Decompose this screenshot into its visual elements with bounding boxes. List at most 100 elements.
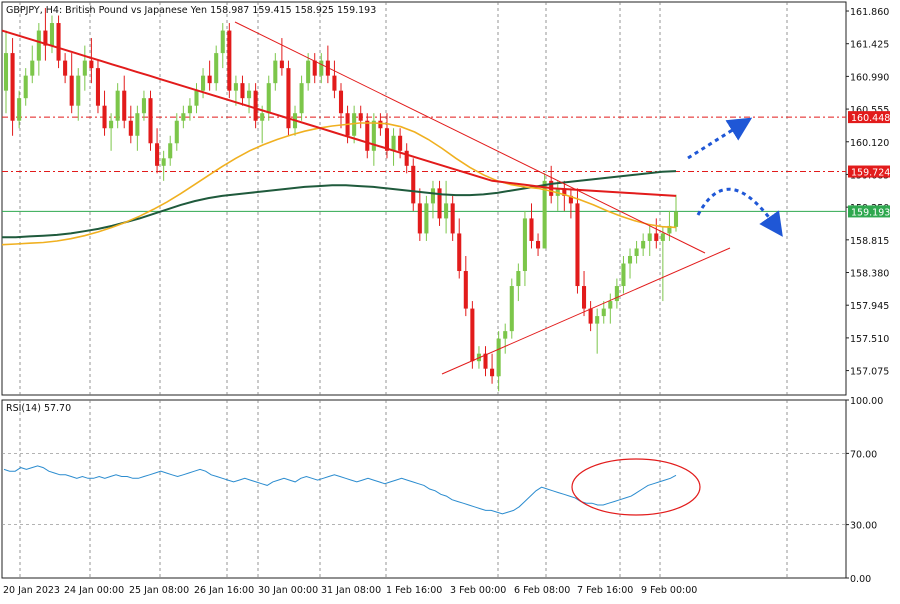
price-ytick-label: 158.380	[850, 269, 889, 280]
price-level-tag	[848, 111, 890, 124]
candle-body	[247, 90, 252, 99]
candle-body	[168, 143, 173, 159]
candle-body	[470, 308, 475, 362]
candle-body	[82, 60, 87, 76]
candle-body	[214, 53, 219, 84]
price-ytick-label: 160.555	[850, 105, 889, 116]
candle-body	[483, 353, 488, 369]
candle-body	[437, 188, 442, 219]
candle-body	[155, 143, 160, 166]
price-level-label: 160.448	[851, 113, 890, 124]
candle-body	[562, 188, 567, 196]
candle-body	[641, 240, 646, 249]
candle-body	[253, 90, 258, 121]
candle-body	[207, 75, 212, 84]
price-ytick-label: 157.945	[850, 301, 889, 312]
rsi-panel: 100.00 70.00 30.00 0.00 RSI(14) 57.70	[1, 396, 883, 585]
candle-body	[63, 60, 68, 76]
candle-body	[17, 98, 22, 121]
candle-body	[536, 240, 541, 249]
x-axis-label: 30 Jan 00:00	[258, 585, 318, 596]
candle-body	[194, 90, 199, 106]
candle-body	[76, 75, 81, 106]
candle-body	[424, 203, 429, 234]
candle-body	[109, 120, 114, 129]
candle-body	[582, 286, 587, 309]
candle-body	[529, 218, 534, 241]
price-ytick-label: 160.120	[850, 138, 889, 149]
candle-body	[614, 286, 619, 302]
candle-body	[306, 60, 311, 84]
x-axis-label: 6 Feb 08:00	[514, 585, 570, 596]
candle-body	[384, 128, 390, 151]
candle-body	[43, 30, 48, 46]
candle-body	[595, 316, 600, 324]
price-ytick-label: 160.990	[850, 72, 889, 83]
candle-body	[516, 271, 521, 287]
candle-body	[286, 68, 291, 129]
candle-body	[95, 68, 100, 106]
candle-body	[122, 90, 127, 121]
candle-body	[299, 83, 304, 114]
price-ytick-label: 158.815	[850, 236, 889, 247]
candle-body	[23, 75, 28, 99]
trendline-lower	[441, 247, 731, 375]
candle-body	[673, 211, 679, 227]
candle-body	[115, 90, 120, 121]
candle-body	[10, 53, 15, 121]
candle-body	[49, 23, 55, 46]
price-level-tag	[848, 205, 890, 218]
candle-body	[36, 30, 41, 61]
candle-body	[56, 23, 61, 61]
candle-body	[273, 60, 278, 84]
candle-body	[430, 188, 435, 204]
price-ytick-label: 161.860	[850, 7, 889, 18]
candle-body	[89, 60, 94, 69]
rsi-ytick-label: 30.00	[850, 521, 877, 532]
candle-body	[398, 135, 403, 151]
candle-body	[457, 233, 462, 272]
candle-body	[141, 98, 146, 114]
candle-body	[365, 120, 370, 151]
candle-body	[509, 286, 514, 332]
candle-body	[490, 368, 495, 377]
rsi-line	[3, 465, 677, 515]
x-axis-label: 25 Jan 08:00	[129, 585, 189, 596]
candle-body	[588, 308, 593, 324]
candle-body	[634, 248, 639, 256]
candle-body	[358, 113, 363, 121]
candle-body	[568, 195, 573, 204]
x-axis-label: 31 Jan 08:00	[321, 585, 381, 596]
rsi-title: RSI(14) 57.70	[6, 403, 71, 414]
x-axis-label: 20 Jan 2023	[3, 585, 60, 596]
candle-body	[601, 308, 606, 317]
candle-body	[187, 105, 192, 114]
arrow-up	[687, 117, 753, 160]
x-axis-label: 24 Jan 00:00	[64, 585, 124, 596]
rsi-panel-frame	[1, 399, 847, 579]
candle-body	[608, 301, 613, 309]
rsi-ytick-label: 70.00	[850, 449, 877, 460]
candle-body	[496, 338, 501, 377]
chart-title: GBPJPY, H4: British Pound vs Japanese Ye…	[6, 5, 376, 16]
candle-body	[201, 75, 206, 91]
price-ytick-label: 157.075	[850, 367, 889, 378]
rsi-ytick-label: 0.00	[850, 574, 871, 585]
candle-body	[411, 165, 416, 204]
candle-body	[404, 150, 409, 166]
x-axis-label: 9 Feb 00:00	[641, 585, 697, 596]
candle-body	[660, 233, 665, 241]
candle-body	[161, 158, 166, 166]
candle-body	[240, 83, 245, 99]
candle-body	[352, 113, 357, 136]
candle-body	[667, 225, 672, 234]
candle-body	[128, 120, 133, 136]
candle-body	[148, 98, 153, 144]
candle-body	[654, 233, 659, 241]
candle-body	[444, 203, 449, 219]
x-axis-label: 3 Feb 00:00	[450, 585, 506, 596]
candle-body	[463, 271, 468, 309]
trendline-upper	[234, 21, 706, 254]
